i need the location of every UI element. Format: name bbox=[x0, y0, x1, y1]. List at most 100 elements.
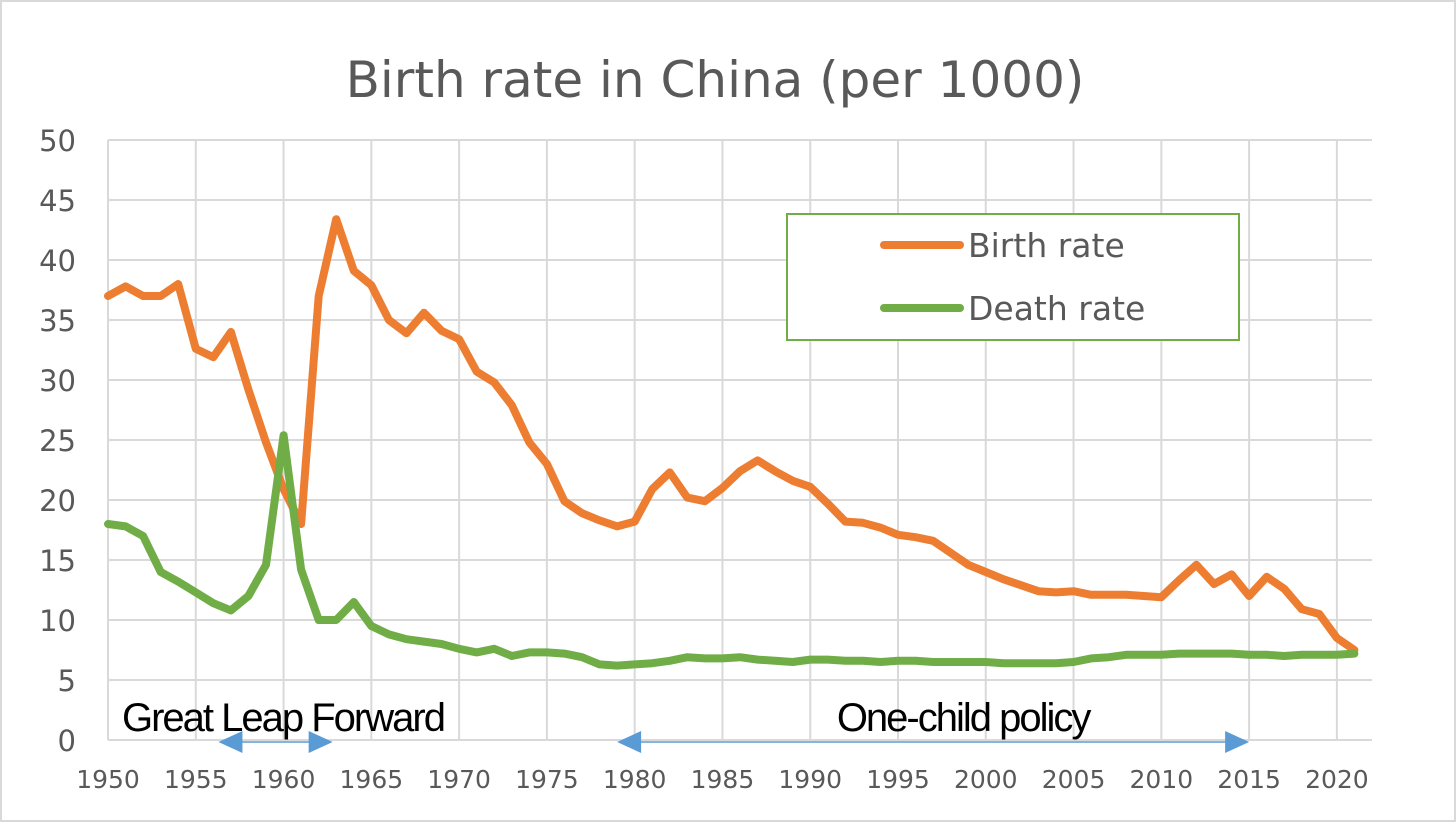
data-point bbox=[1230, 572, 1234, 576]
data-point bbox=[949, 551, 953, 555]
data-point bbox=[404, 637, 408, 641]
data-point bbox=[106, 294, 110, 298]
legend-box bbox=[786, 213, 1240, 341]
data-point bbox=[966, 660, 970, 664]
data-point bbox=[1230, 652, 1234, 656]
data-point bbox=[598, 662, 602, 666]
data-point bbox=[440, 642, 444, 646]
annotation-arrow-head-right bbox=[1225, 731, 1250, 753]
annotation-arrow-head-left bbox=[218, 731, 243, 753]
data-point bbox=[1001, 577, 1005, 581]
data-point bbox=[896, 533, 900, 537]
data-point bbox=[124, 284, 128, 288]
data-point bbox=[808, 485, 812, 489]
data-point bbox=[176, 580, 180, 584]
data-point bbox=[791, 660, 795, 664]
data-point bbox=[211, 355, 215, 359]
data-point bbox=[1019, 583, 1023, 587]
y-tick-label: 15 bbox=[39, 544, 76, 578]
y-tick-label: 0 bbox=[58, 724, 76, 758]
data-point bbox=[1159, 595, 1163, 599]
data-point bbox=[211, 601, 215, 605]
data-point bbox=[527, 650, 531, 654]
x-tick-label: 2020 bbox=[1305, 765, 1369, 794]
data-point bbox=[282, 487, 286, 491]
data-point bbox=[1054, 661, 1058, 665]
data-point bbox=[317, 294, 321, 298]
y-tick-label: 40 bbox=[39, 244, 76, 278]
data-point bbox=[282, 433, 286, 437]
data-point bbox=[422, 311, 426, 315]
data-point bbox=[1194, 652, 1198, 656]
data-point bbox=[791, 479, 795, 483]
data-point bbox=[369, 624, 373, 628]
data-point bbox=[1054, 590, 1058, 594]
x-tick-label: 2010 bbox=[1130, 765, 1194, 794]
data-point bbox=[1335, 653, 1339, 657]
data-point bbox=[352, 600, 356, 604]
data-point bbox=[1072, 589, 1076, 593]
data-point bbox=[1001, 661, 1005, 665]
data-point bbox=[1300, 607, 1304, 611]
y-tick-label: 20 bbox=[39, 484, 76, 518]
chart-title: Birth rate in China (per 1000) bbox=[346, 51, 1085, 109]
data-point bbox=[1124, 653, 1128, 657]
data-point bbox=[510, 654, 514, 658]
data-point bbox=[914, 535, 918, 539]
x-tick-label: 1975 bbox=[515, 765, 579, 794]
data-point bbox=[914, 659, 918, 663]
data-point bbox=[1335, 636, 1339, 640]
data-point bbox=[246, 594, 250, 598]
data-point bbox=[1300, 653, 1304, 657]
x-tick-label: 1990 bbox=[778, 765, 842, 794]
data-point bbox=[562, 499, 566, 503]
x-tick-label: 1980 bbox=[603, 765, 667, 794]
data-point bbox=[1124, 593, 1128, 597]
series-line-birth-rate bbox=[104, 215, 1359, 654]
data-point bbox=[1265, 575, 1269, 579]
data-point bbox=[492, 647, 496, 651]
data-point bbox=[159, 570, 163, 574]
data-point bbox=[299, 568, 303, 572]
data-point bbox=[194, 590, 198, 594]
data-point bbox=[650, 487, 654, 491]
y-tick-label: 25 bbox=[39, 424, 76, 458]
x-tick-label: 1995 bbox=[866, 765, 930, 794]
data-point bbox=[1247, 653, 1251, 657]
data-point bbox=[931, 539, 935, 543]
data-point bbox=[387, 318, 391, 322]
data-point bbox=[1212, 582, 1216, 586]
data-point bbox=[106, 522, 110, 526]
data-point bbox=[1142, 653, 1146, 657]
data-point bbox=[1247, 594, 1251, 598]
x-tick-label: 2005 bbox=[1042, 765, 1106, 794]
x-tick-label: 2015 bbox=[1217, 765, 1281, 794]
data-point bbox=[422, 640, 426, 644]
y-tick-label: 10 bbox=[39, 604, 76, 638]
annotation-arrow-0 bbox=[218, 731, 333, 753]
x-tick-label: 1950 bbox=[76, 765, 140, 794]
data-point bbox=[404, 331, 408, 335]
data-point bbox=[299, 522, 303, 526]
y-tick-label: 45 bbox=[39, 184, 76, 218]
data-point bbox=[1212, 652, 1216, 656]
legend-label-death-rate: Death rate bbox=[968, 289, 1145, 328]
data-point bbox=[1352, 652, 1356, 656]
x-tick-label: 1960 bbox=[252, 765, 316, 794]
legend: Birth rate Death rate bbox=[786, 213, 1240, 341]
data-point bbox=[580, 511, 584, 515]
data-point bbox=[1107, 593, 1111, 597]
data-point bbox=[949, 660, 953, 664]
data-point bbox=[264, 563, 268, 567]
data-point bbox=[176, 282, 180, 286]
data-point bbox=[475, 650, 479, 654]
data-point bbox=[843, 520, 847, 524]
data-point bbox=[141, 534, 145, 538]
data-point bbox=[685, 496, 689, 500]
data-point bbox=[527, 440, 531, 444]
data-point bbox=[861, 659, 865, 663]
data-point bbox=[352, 269, 356, 273]
data-point bbox=[1194, 563, 1198, 567]
data-point bbox=[738, 655, 742, 659]
